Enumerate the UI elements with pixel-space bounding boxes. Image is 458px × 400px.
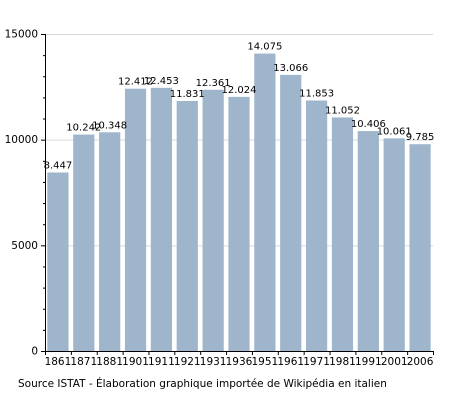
bar-1991 xyxy=(357,131,379,351)
data-label-1871: 10.242 xyxy=(66,123,101,134)
data-label-1981: 11.052 xyxy=(325,105,360,116)
data-label-1901: 12.412 xyxy=(118,77,153,88)
data-label-1931: 12.361 xyxy=(196,78,231,89)
bar-1911 xyxy=(150,87,173,351)
x-tick-label-1981: 1981 xyxy=(329,356,356,368)
bar-1871 xyxy=(73,134,95,351)
bar-2001 xyxy=(383,138,405,351)
bar-1901 xyxy=(124,88,147,352)
bar-1936 xyxy=(228,96,250,352)
bar-1961 xyxy=(280,74,302,352)
data-label-2006: 9.785 xyxy=(406,132,435,143)
x-tick-label-1911: 1911 xyxy=(148,356,175,368)
y-tick-label-5000: 5000 xyxy=(11,240,38,252)
x-tick-label-1971: 1971 xyxy=(303,356,330,368)
bar-1971 xyxy=(305,100,328,352)
bar-1861 xyxy=(47,172,69,351)
x-tick-label-1931: 1931 xyxy=(200,356,227,368)
bars xyxy=(47,53,431,352)
x-tick-label-1936: 1936 xyxy=(226,356,253,368)
bar-1921 xyxy=(176,100,198,352)
bar-1931 xyxy=(202,89,224,351)
data-label-1961: 13.066 xyxy=(273,63,308,74)
bar-1981 xyxy=(331,117,354,351)
data-label-1881: 10.348 xyxy=(92,120,127,131)
data-label-1991: 10.406 xyxy=(351,119,386,130)
y-tick-label-0: 0 xyxy=(31,346,38,358)
bar-1951 xyxy=(254,53,276,351)
data-label-1911: 12.453 xyxy=(144,76,179,87)
x-tick-label-2001: 2001 xyxy=(381,356,408,368)
data-label-1936: 12.024 xyxy=(222,85,257,96)
y-tick-label-15000: 15000 xyxy=(5,29,38,41)
y-tick-label-10000: 10000 xyxy=(5,134,38,146)
x-tick-label-1961: 1961 xyxy=(277,356,304,368)
bar-1881 xyxy=(99,132,121,351)
x-tick-label-2006: 2006 xyxy=(407,356,434,368)
data-label-1971: 11.853 xyxy=(299,89,334,100)
x-tick-label-1881: 1881 xyxy=(96,356,123,368)
x-tick-label-1871: 1871 xyxy=(70,356,97,368)
source-caption: Source ISTAT - Élaboration graphique imp… xyxy=(18,378,387,390)
data-label-1921: 11.831 xyxy=(170,89,205,100)
data-label-1951: 14.075 xyxy=(247,42,282,53)
data-label-2001: 10.061 xyxy=(377,126,412,137)
x-tick-label-1991: 1991 xyxy=(355,356,382,368)
x-tick-label-1951: 1951 xyxy=(251,356,278,368)
x-tick-label-1921: 1921 xyxy=(174,356,201,368)
bar-2006 xyxy=(409,144,431,351)
data-label-1861: 8.447 xyxy=(44,160,73,171)
x-tick-label-1901: 1901 xyxy=(122,356,149,368)
x-tick-label-1861: 1861 xyxy=(45,356,72,368)
